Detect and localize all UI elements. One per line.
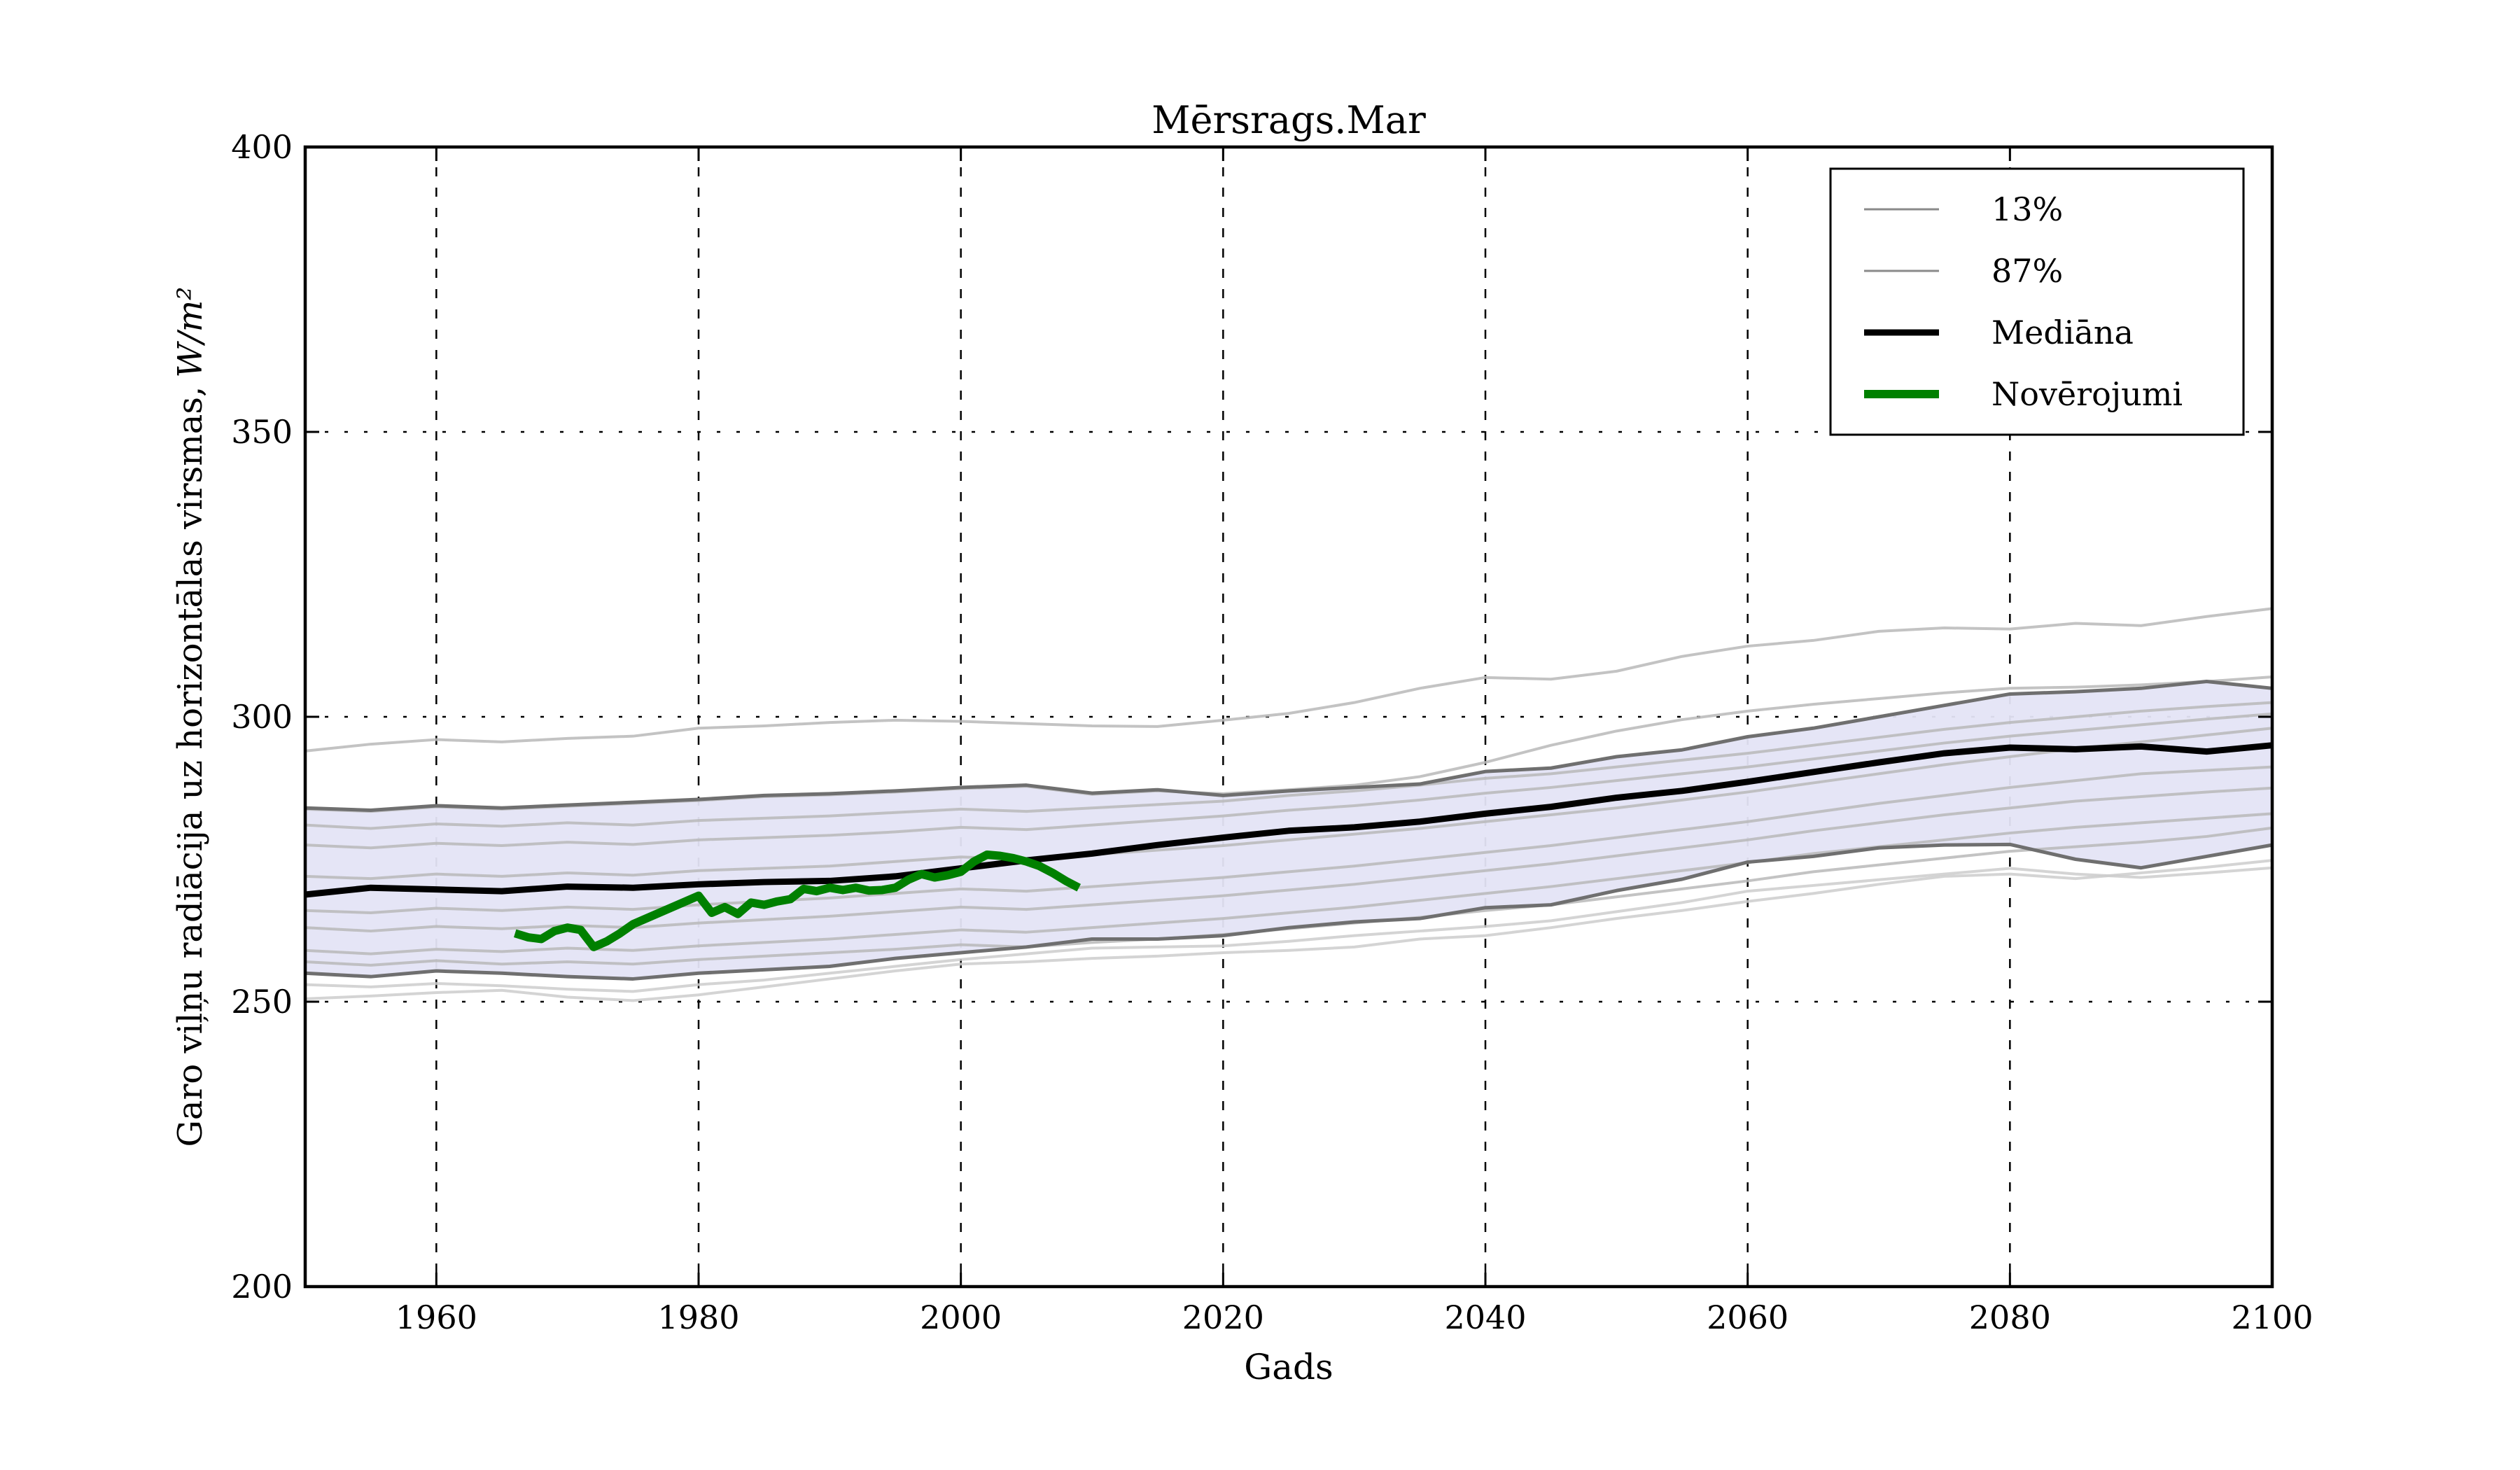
y-tick-label: 300 xyxy=(231,698,293,736)
observations-line xyxy=(513,850,1082,951)
ensemble-line-member-low-2 xyxy=(304,859,2273,1002)
y-axis-label: Garo viļņu radiācija uz horizontālas vir… xyxy=(171,287,210,1147)
x-tick-label: 2060 xyxy=(1707,1298,1788,1336)
y-tick-label: 350 xyxy=(231,413,293,451)
x-tick-label: 2000 xyxy=(920,1298,1002,1336)
y-tick-label: 400 xyxy=(231,128,293,166)
median-line xyxy=(304,742,2273,898)
chart-title: Mērsrags.Mar xyxy=(1152,98,1426,142)
y-tick-label: 200 xyxy=(231,1268,293,1306)
ensemble-line-member-2 xyxy=(304,712,2273,850)
x-tick-label: 2020 xyxy=(1182,1298,1264,1336)
x-tick-label: 1960 xyxy=(396,1298,477,1336)
legend-label-1: 13% xyxy=(1991,190,2063,228)
legend-label-4: Novērojumi xyxy=(1991,375,2183,413)
x-axis-label: Gads xyxy=(1244,1347,1334,1387)
legend-label-3: Mediāna xyxy=(1991,314,2134,351)
x-tick-label: 2080 xyxy=(1969,1298,2051,1336)
ensemble-line-member-1 xyxy=(304,701,2273,830)
y-axis-label-text: Garo viļņu radiācija uz horizontālas vir… xyxy=(171,386,210,1147)
x-tick-label: 2100 xyxy=(2231,1298,2313,1336)
ensemble-line-member-4 xyxy=(304,765,2273,915)
x-tick-label: 1980 xyxy=(657,1298,739,1336)
ensemble-line-member-6 xyxy=(304,812,2273,955)
y-axis-label-units: W/m² xyxy=(171,286,210,378)
ensemble-line-member-3 xyxy=(304,727,2273,881)
legend-label-2: 87% xyxy=(1991,252,2063,290)
percentile-13-line xyxy=(304,842,2273,981)
ensemble-line-member-top xyxy=(304,607,2273,752)
x-tick-label: 2040 xyxy=(1444,1298,1526,1336)
y-tick-label: 250 xyxy=(231,983,293,1021)
ensemble-line-member-low-1 xyxy=(304,866,2273,993)
percentile-87-line xyxy=(304,680,2273,812)
